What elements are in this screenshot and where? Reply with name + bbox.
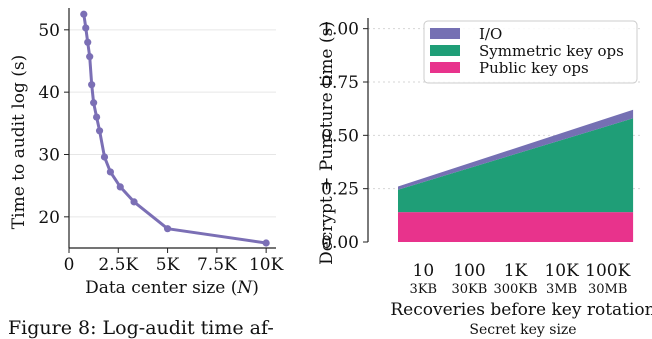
audit-time-line (82, 13, 267, 245)
left-y-tick-label: 50 (38, 21, 60, 41)
right-x-tick-label: 10 (413, 261, 435, 281)
right-y-tick-label: 0.75 (321, 73, 359, 93)
right-x-tick-label: 100 (453, 261, 485, 281)
audit-time-point (90, 99, 98, 107)
left-y-tick-label: 30 (38, 145, 60, 165)
legend-swatch (430, 28, 460, 39)
right-x-tick-sublabel: 30KB (452, 282, 488, 297)
right-y-axis-label: Decrypt + Puncture time (s) (317, 21, 337, 265)
right-x-tick-label: 1K (504, 261, 528, 281)
area-symmetric-key-ops (398, 118, 634, 213)
left-x-axis-label-text: Data center size ( (85, 278, 237, 298)
audit-time-point (100, 153, 109, 161)
audit-time-point (82, 24, 90, 32)
left-x-tick-label: 2.5K (98, 255, 138, 275)
audit-time-point (106, 168, 114, 176)
figure-caption: Figure 8: Log-audit time af- (8, 317, 274, 339)
right-x-axis-label: Recoveries before key rotation (390, 300, 652, 320)
right-x-tick-sublabel: 300KB (493, 282, 537, 297)
left-y-axis-label: Time to audit log (s) (9, 55, 29, 229)
right-x-tick-sublabel: 30MB (588, 282, 627, 297)
right-y-tick-label: 0.50 (321, 126, 359, 146)
left-x-axis-label-close: ) (252, 278, 259, 298)
audit-time-point (163, 225, 172, 233)
legend-swatch (430, 45, 460, 56)
audit-time-point (95, 127, 104, 135)
right-y-tick-label: 1.00 (321, 20, 359, 40)
audit-time-point (84, 38, 92, 46)
legend-swatch (430, 62, 460, 73)
audit-time-point (93, 113, 101, 121)
left-x-tick-label: 0 (64, 255, 75, 275)
audit-time-point (116, 183, 124, 191)
left-x-axis-label-var: N (236, 278, 253, 298)
audit-time-point (86, 53, 94, 61)
audit-time-point (80, 10, 88, 18)
right-y-tick-label: 0.25 (321, 180, 359, 200)
audit-time-point (262, 239, 270, 247)
right-x-tick-sublabel: 3KB (410, 282, 438, 297)
left-x-axis-label: Data center size (N) (85, 278, 259, 298)
legend-label: Symmetric key ops (479, 42, 624, 60)
left-x-tick-label: 7.5K (197, 255, 237, 275)
right-x-tick-label: 100K (585, 261, 630, 281)
right-x-axis-label-secondary: Secret key size (469, 322, 576, 338)
audit-time-point (88, 81, 96, 89)
left-y-tick-label: 20 (38, 208, 60, 228)
legend-label: I/O (479, 25, 502, 43)
area-public-key-ops (398, 212, 634, 242)
left-x-tick-label: 5K (156, 255, 180, 275)
legend-box (423, 20, 638, 84)
right-x-tick-sublabel: 3MB (546, 282, 577, 297)
area-i-o (398, 109, 634, 190)
audit-time-point (130, 198, 138, 206)
right-y-tick-label: 0.00 (321, 233, 359, 253)
right-x-tick-label: 10K (544, 261, 579, 281)
left-y-tick-label: 40 (38, 83, 60, 103)
legend-label: Public key ops (479, 59, 589, 77)
left-x-tick-label: 10K (249, 255, 284, 275)
